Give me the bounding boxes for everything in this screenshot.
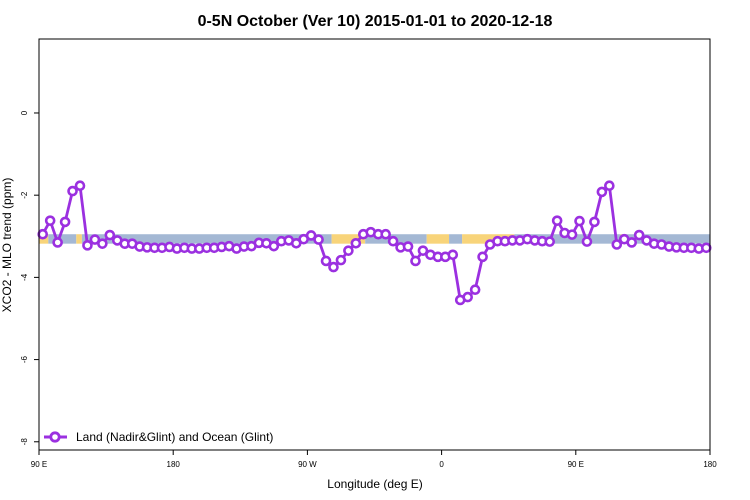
data-point <box>268 240 280 252</box>
data-point <box>89 234 101 245</box>
data-point <box>589 216 600 228</box>
band-segment-ocean <box>449 234 463 244</box>
data-point <box>74 180 86 192</box>
data-point <box>402 241 414 252</box>
data-point <box>700 242 712 254</box>
data-point <box>82 240 93 251</box>
band-segment-land <box>76 234 82 244</box>
x-tick-label: 0 <box>439 460 444 469</box>
y-tick-label: -2 <box>20 191 29 199</box>
y-tick-label: -8 <box>20 438 29 446</box>
data-point <box>417 245 429 256</box>
plot-frame <box>38 38 711 451</box>
series-layer <box>37 180 712 306</box>
band-segment-ocean <box>514 234 621 244</box>
x-tick-label: 90 E <box>568 460 584 469</box>
legend-marker-swatch <box>49 431 61 443</box>
data-point <box>626 237 638 248</box>
data-point <box>574 215 585 227</box>
data-point <box>447 249 459 261</box>
data-point <box>97 238 108 249</box>
data-point <box>581 236 593 247</box>
band-segment-land <box>331 234 366 244</box>
data-point <box>604 180 615 192</box>
data-point <box>380 228 391 240</box>
x-axis-label: Longitude (deg E) <box>327 477 422 491</box>
data-point <box>305 230 317 241</box>
x-tick-label: 180 <box>167 460 181 469</box>
data-point <box>44 215 56 226</box>
data-point <box>104 229 116 241</box>
chart-title: 0-5N October (Ver 10) 2015-01-01 to 2020… <box>198 13 553 30</box>
data-point <box>551 215 563 226</box>
data-point <box>313 234 324 245</box>
band-segment-land <box>462 234 515 244</box>
data-point <box>37 228 49 240</box>
data-point <box>566 229 578 240</box>
legend-entry-label: Land (Nadir&Glint) and Ocean (Glint) <box>76 430 273 444</box>
y-tick-label: 0 <box>20 110 29 115</box>
x-tick-label: 180 <box>703 460 717 469</box>
data-point <box>59 216 71 228</box>
data-point <box>387 235 399 247</box>
y-tick-label: -4 <box>20 273 29 281</box>
band-segment-ocean <box>626 234 710 244</box>
data-point <box>350 237 362 249</box>
data-point <box>410 255 421 267</box>
band-segment-ocean <box>81 234 332 244</box>
data-point <box>67 185 78 197</box>
data-point <box>328 261 339 273</box>
data-point <box>290 237 302 249</box>
x-axis: 90 E 180 90 W 0 90 E 180 <box>31 450 717 469</box>
data-point <box>52 237 63 248</box>
y-axis: 0 -2 -4 -6 -8 <box>20 110 39 445</box>
x-tick-label: 90 W <box>298 460 317 469</box>
data-point <box>469 284 481 296</box>
y-axis-label: XCO2 - MLO trend (ppm) <box>0 178 14 313</box>
legend: Land (Nadir&Glint) and Ocean (Glint) <box>44 430 273 444</box>
data-point <box>320 255 332 267</box>
y-tick-label: -6 <box>20 355 29 363</box>
data-point <box>462 291 473 303</box>
x-tick-label: 90 E <box>31 460 47 469</box>
data-point <box>633 229 645 241</box>
data-point <box>611 239 623 250</box>
band-segment-land <box>426 234 450 244</box>
data-point <box>477 251 488 263</box>
band-segment-ocean <box>48 234 77 244</box>
data-point <box>596 186 608 198</box>
data-point <box>544 236 556 247</box>
data-point <box>343 245 354 256</box>
data-point <box>335 254 347 266</box>
